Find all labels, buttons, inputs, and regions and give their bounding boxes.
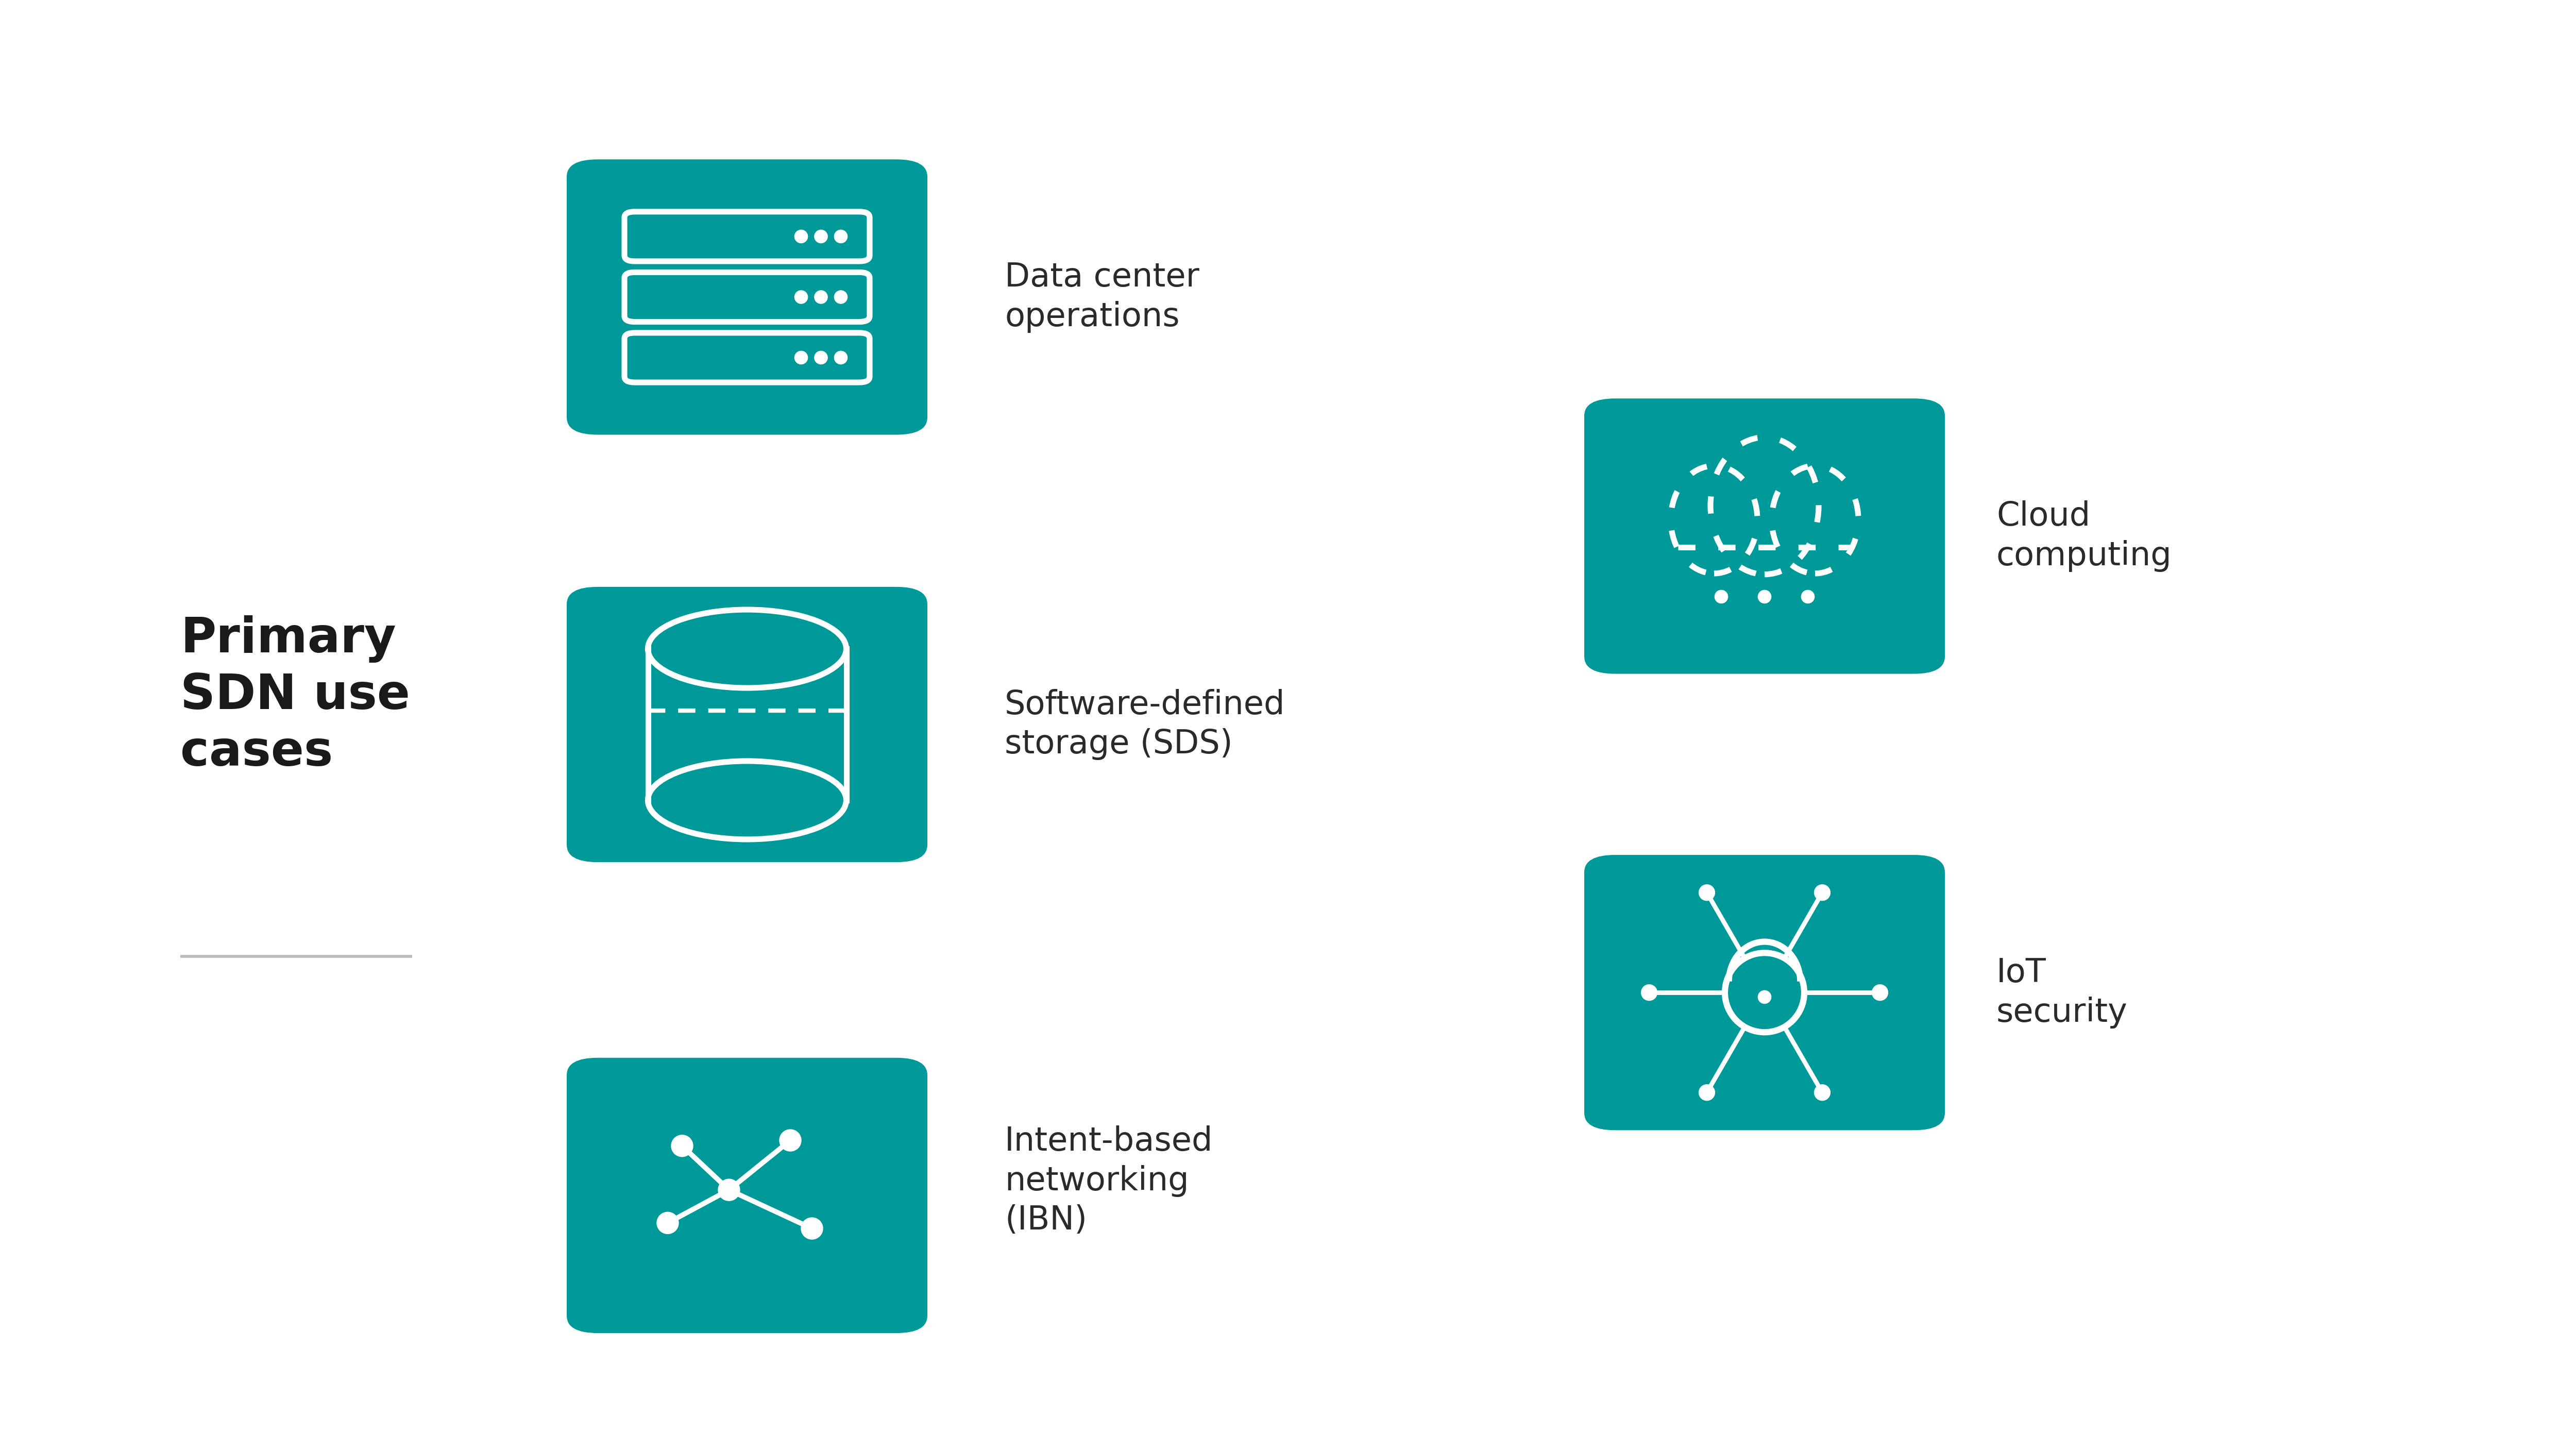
Ellipse shape <box>1873 985 1888 1000</box>
Text: IoT
security: IoT security <box>1996 956 2128 1029</box>
Ellipse shape <box>672 1135 693 1156</box>
Ellipse shape <box>814 230 827 243</box>
Text: Data center
operations: Data center operations <box>1005 261 1200 333</box>
Ellipse shape <box>814 351 827 364</box>
Text: Primary
SDN use
cases: Primary SDN use cases <box>180 616 410 775</box>
FancyBboxPatch shape <box>1584 855 1945 1130</box>
Ellipse shape <box>814 291 827 303</box>
Ellipse shape <box>781 1130 801 1151</box>
Ellipse shape <box>1757 590 1772 603</box>
Text: Cloud
computing: Cloud computing <box>1996 500 2172 572</box>
Ellipse shape <box>1814 885 1829 900</box>
Ellipse shape <box>1757 991 1772 1004</box>
Ellipse shape <box>1700 1085 1716 1100</box>
Ellipse shape <box>835 230 848 243</box>
Ellipse shape <box>1716 590 1728 603</box>
Ellipse shape <box>657 1213 677 1233</box>
Ellipse shape <box>1700 885 1716 900</box>
Ellipse shape <box>801 1217 822 1239</box>
Ellipse shape <box>793 291 809 303</box>
Ellipse shape <box>835 291 848 303</box>
Ellipse shape <box>1801 590 1814 603</box>
Ellipse shape <box>1641 985 1656 1000</box>
Ellipse shape <box>1814 1085 1829 1100</box>
Text: Intent-based
networking
(IBN): Intent-based networking (IBN) <box>1005 1126 1213 1236</box>
Ellipse shape <box>719 1179 739 1201</box>
FancyBboxPatch shape <box>567 159 927 435</box>
Ellipse shape <box>793 351 809 364</box>
Ellipse shape <box>793 230 809 243</box>
FancyBboxPatch shape <box>567 587 927 862</box>
FancyBboxPatch shape <box>567 1058 927 1333</box>
Ellipse shape <box>835 351 848 364</box>
Text: Software-defined
storage (SDS): Software-defined storage (SDS) <box>1005 688 1285 761</box>
FancyBboxPatch shape <box>1584 398 1945 674</box>
